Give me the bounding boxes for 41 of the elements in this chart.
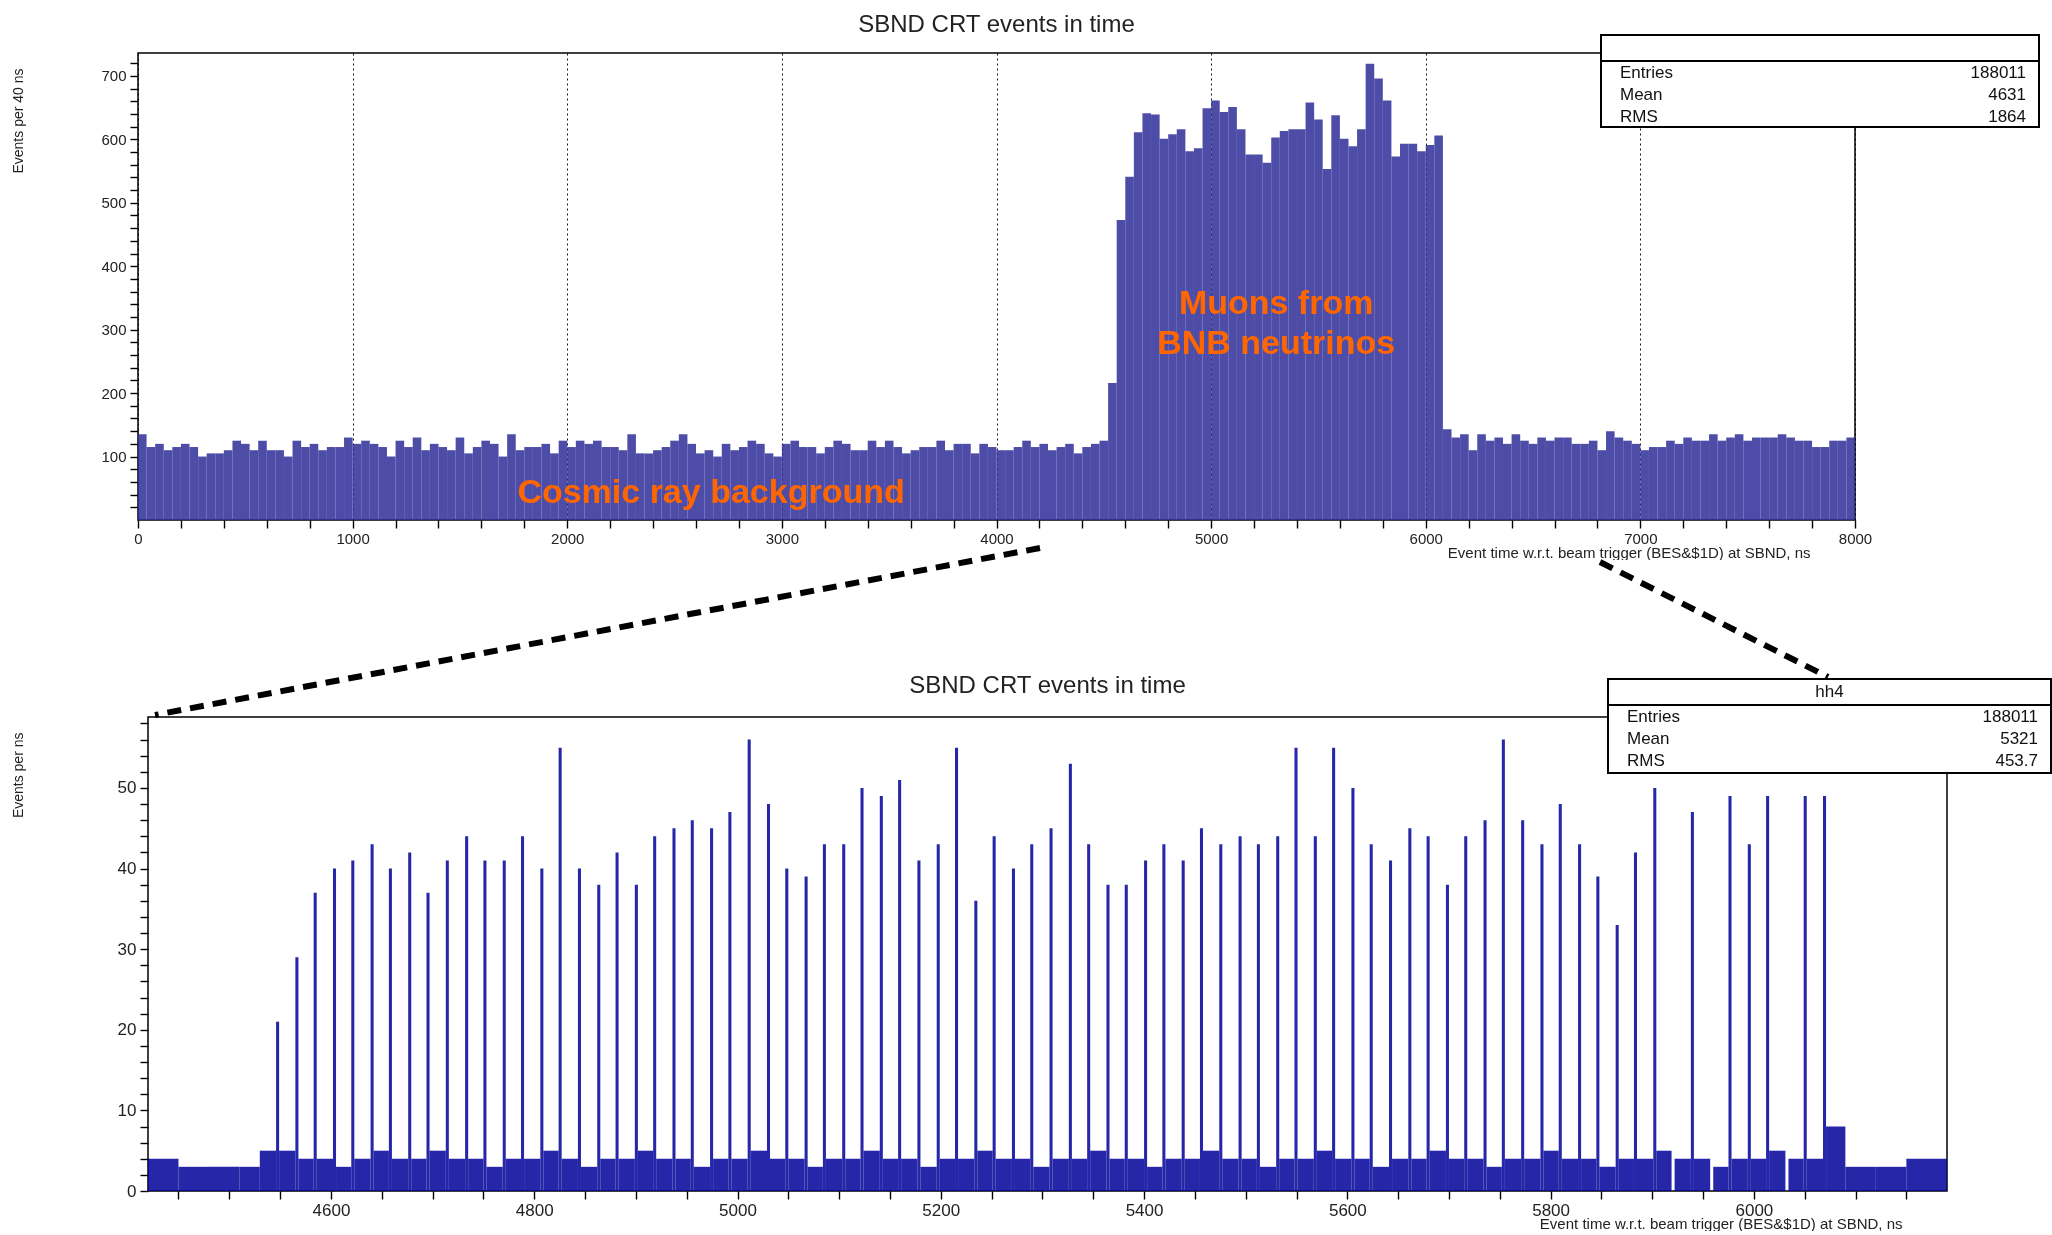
x-tick-label: 4600 <box>312 1200 351 1220</box>
y-tick-label: 0 <box>127 1181 137 1201</box>
x-tick-label: 4800 <box>515 1200 554 1220</box>
y-tick-label: 300 <box>101 321 127 339</box>
annotation: RMS <box>1620 106 1658 128</box>
y-tick-label: 50 <box>117 778 137 798</box>
x-tick-label: 1000 <box>336 529 370 547</box>
x-tick-label: 5200 <box>922 1200 961 1220</box>
x-tick-label: 8000 <box>1838 529 1873 547</box>
y-tick-label: 700 <box>101 67 127 85</box>
stats-box: Entries 188011 Mean 4631 RMS 1864 <box>1600 34 2040 128</box>
annotation: Mean <box>1620 84 1663 106</box>
annotation: Cosmic ray background <box>517 471 905 510</box>
y-tick-label: 600 <box>101 130 127 148</box>
x-tick-label: 4000 <box>980 529 1014 547</box>
chart-title: SBND CRT events in time <box>858 10 1135 37</box>
annotation: RMS <box>1627 750 1665 772</box>
x-tick-label: 5000 <box>1194 529 1229 547</box>
annotation: Entries <box>1627 706 1680 728</box>
y-tick-label: 500 <box>101 194 127 212</box>
y-axis-title: Events per ns <box>9 732 26 819</box>
x-tick-label: 5000 <box>719 1200 757 1220</box>
annotation: Entries <box>1620 62 1673 84</box>
x-tick-label: 5400 <box>1125 1200 1164 1220</box>
annotation: Mean <box>1627 728 1670 750</box>
y-tick-label: 100 <box>101 448 127 466</box>
y-axis-title: Events per 40 ns <box>9 68 26 174</box>
y-tick-label: 40 <box>117 859 137 879</box>
x-tick-label: 3000 <box>765 529 800 547</box>
x-tick-label: 5600 <box>1328 1200 1367 1220</box>
stats-box: hh4 Entries 188011 Mean 5321 RMS 453.7 <box>1607 678 2052 774</box>
y-tick-label: 30 <box>117 939 137 959</box>
x-tick-label: 5800 <box>1532 1200 1571 1220</box>
y-tick-label: 400 <box>101 257 127 275</box>
y-tick-label: 10 <box>117 1100 137 1120</box>
x-tick-label: 6000 <box>1409 529 1443 547</box>
y-tick-label: 20 <box>117 1020 137 1040</box>
chart-title: SBND CRT events in time <box>909 671 1186 699</box>
y-tick-label: 200 <box>101 384 127 402</box>
x-tick-label: 2000 <box>551 529 585 547</box>
annotation: Muons from BNB neutrinos <box>1157 283 1396 362</box>
